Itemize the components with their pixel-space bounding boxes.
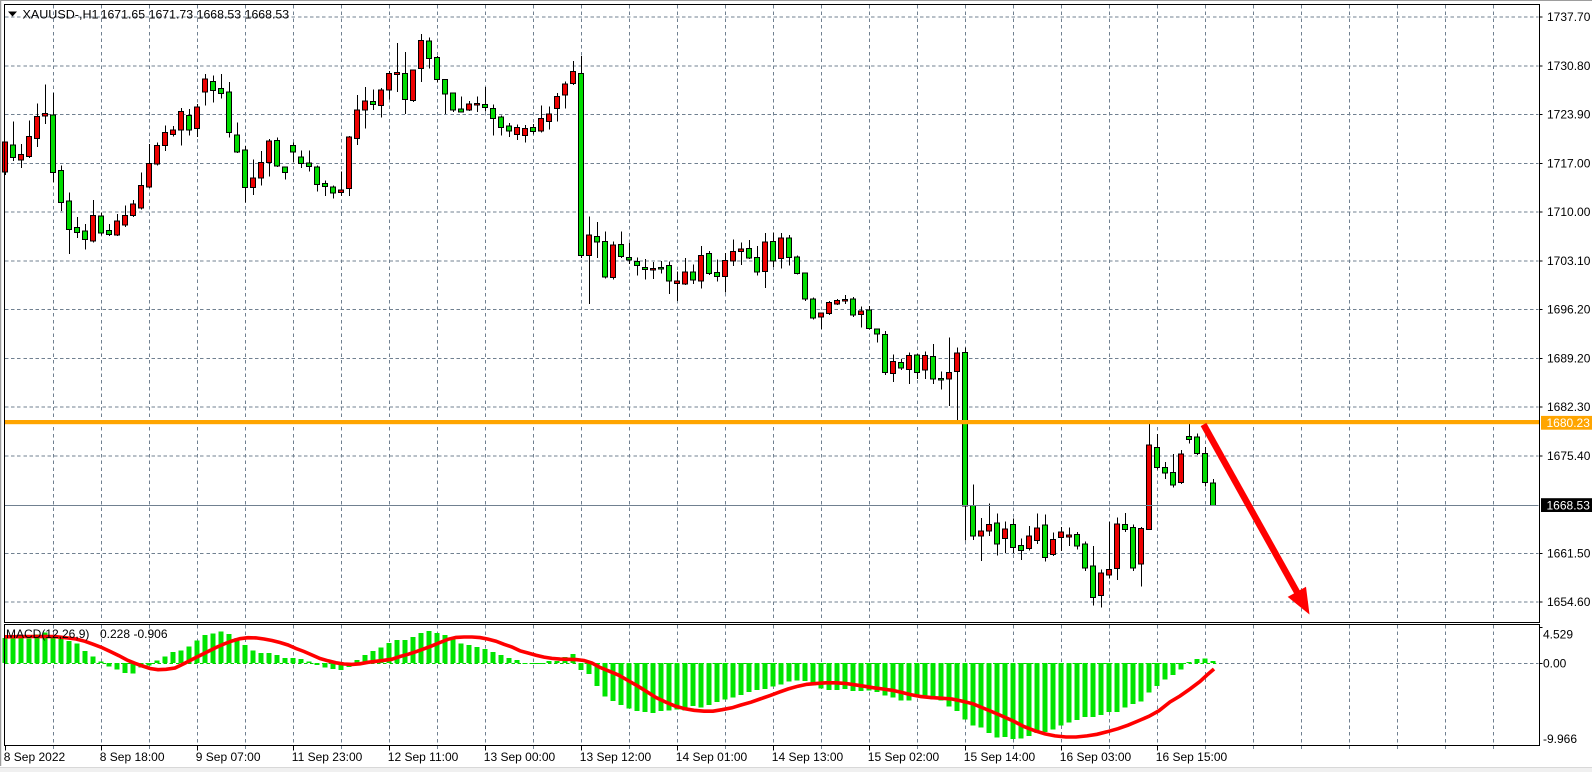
svg-text:9 Sep 07:00: 9 Sep 07:00 — [196, 750, 261, 764]
svg-text:1723.90: 1723.90 — [1547, 108, 1591, 122]
svg-text:15 Sep 14:00: 15 Sep 14:00 — [964, 750, 1036, 764]
svg-text:1710.00: 1710.00 — [1547, 205, 1591, 219]
svg-text:13 Sep 12:00: 13 Sep 12:00 — [580, 750, 652, 764]
svg-text:8 Sep 18:00: 8 Sep 18:00 — [100, 750, 165, 764]
svg-text:0.228: 0.228 — [100, 627, 130, 641]
svg-text:14 Sep 01:00: 14 Sep 01:00 — [676, 750, 748, 764]
svg-text:1703.10: 1703.10 — [1547, 254, 1591, 268]
svg-text:1717.00: 1717.00 — [1547, 156, 1591, 170]
svg-text:1675.40: 1675.40 — [1547, 449, 1591, 463]
svg-text:1671.73: 1671.73 — [149, 8, 194, 22]
svg-text:1654.60: 1654.60 — [1547, 595, 1591, 609]
svg-text:1730.80: 1730.80 — [1547, 59, 1591, 73]
svg-text:1661.50: 1661.50 — [1547, 546, 1591, 560]
svg-text:XAUUSD-,H1: XAUUSD-,H1 — [23, 8, 99, 22]
svg-text:16 Sep 03:00: 16 Sep 03:00 — [1060, 750, 1132, 764]
svg-text:1682.30: 1682.30 — [1547, 400, 1591, 414]
svg-text:11 Sep 23:00: 11 Sep 23:00 — [292, 750, 363, 764]
svg-text:1668.53: 1668.53 — [1547, 499, 1591, 513]
svg-text:13 Sep 00:00: 13 Sep 00:00 — [484, 750, 556, 764]
svg-text:1671.65: 1671.65 — [101, 8, 146, 22]
svg-text:1737.70: 1737.70 — [1547, 10, 1591, 24]
svg-text:0.00: 0.00 — [1543, 657, 1567, 671]
svg-text:1668.53: 1668.53 — [245, 8, 290, 22]
svg-text:15 Sep 02:00: 15 Sep 02:00 — [868, 750, 940, 764]
svg-text:4.529: 4.529 — [1543, 628, 1573, 642]
svg-text:1689.20: 1689.20 — [1547, 351, 1591, 365]
svg-text:16 Sep 15:00: 16 Sep 15:00 — [1156, 750, 1228, 764]
svg-text:1668.53: 1668.53 — [197, 8, 242, 22]
svg-text:1696.20: 1696.20 — [1547, 303, 1591, 317]
svg-text:1680.23: 1680.23 — [1547, 416, 1591, 430]
svg-text:-0.906: -0.906 — [134, 627, 168, 641]
svg-text:-9.966: -9.966 — [1543, 732, 1577, 746]
svg-text:12 Sep 11:00: 12 Sep 11:00 — [388, 750, 459, 764]
svg-text:MACD(12,26,9): MACD(12,26,9) — [6, 627, 89, 641]
svg-text:8 Sep 2022: 8 Sep 2022 — [4, 750, 66, 764]
svg-text:14 Sep 13:00: 14 Sep 13:00 — [772, 750, 844, 764]
